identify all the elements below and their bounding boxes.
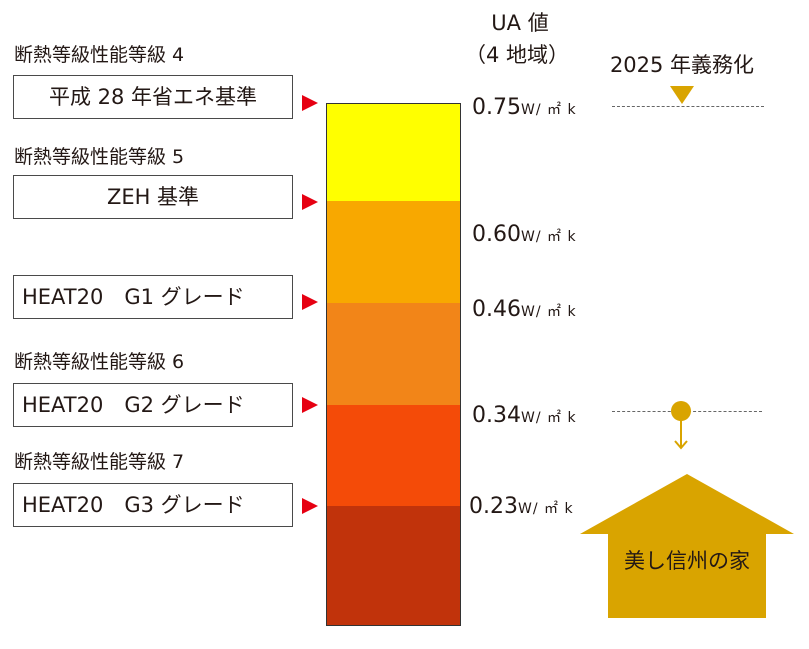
ua-value-grade-5: 0.60W/ ㎡ k — [472, 222, 577, 247]
bar-segment-g3 — [326, 506, 461, 626]
mandate-triangle-icon — [670, 86, 694, 104]
ua-value-g1: 0.46W/ ㎡ k — [472, 297, 577, 322]
standard-box-g1: HEAT20 G1 グレード — [13, 275, 293, 319]
down-arrow-icon — [674, 420, 688, 450]
standard-box-h28: 平成 28 年省エネ基準 — [13, 75, 293, 119]
house-icon — [580, 474, 794, 618]
pointer-arrow-icon — [302, 194, 318, 210]
grade-label-5: 断熱等級性能等級 5 — [14, 146, 185, 168]
pointer-arrow-icon — [302, 498, 318, 514]
ua-value-g3: 0.23W/ ㎡ k — [469, 494, 574, 519]
standard-box-g2: HEAT20 G2 グレード — [13, 383, 293, 427]
bar-segment-g2 — [326, 405, 461, 506]
standard-box-zeh: ZEH 基準 — [13, 175, 293, 219]
grade-label-4: 断熱等級性能等級 4 — [14, 44, 185, 66]
mandate-label: 2025 年義務化 — [609, 53, 755, 77]
grade-label-7: 断熱等級性能等級 7 — [14, 451, 185, 473]
standard-box-g3: HEAT20 G3 グレード — [13, 483, 293, 527]
house-marker-icon — [671, 401, 691, 421]
bar-segment-grade-4 — [326, 103, 461, 201]
mandate-line — [612, 106, 764, 107]
ua-value-grade-4: 0.75W/ ㎡ k — [472, 95, 577, 120]
ua-value-g2: 0.34W/ ㎡ k — [472, 403, 577, 428]
pointer-arrow-icon — [302, 397, 318, 413]
ua-title: UA 値 — [491, 11, 549, 35]
bar-segment-g1 — [326, 303, 461, 405]
ua-region: （4 地域） — [464, 43, 570, 67]
grade-label-6: 断熱等級性能等級 6 — [14, 351, 185, 373]
house-label: 美し信州の家 — [624, 549, 750, 573]
bar-segment-grade-5 — [326, 201, 461, 303]
pointer-arrow-icon — [302, 95, 318, 111]
pointer-arrow-icon — [302, 294, 318, 310]
